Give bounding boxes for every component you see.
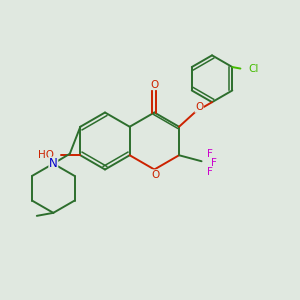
Text: HO: HO	[38, 150, 54, 160]
Text: Cl: Cl	[248, 64, 259, 74]
Text: N: N	[49, 157, 58, 170]
Text: F: F	[207, 149, 213, 159]
Text: O: O	[152, 170, 160, 180]
Text: O: O	[150, 80, 158, 90]
Text: F: F	[207, 167, 213, 177]
Text: F: F	[211, 158, 217, 168]
Text: O: O	[195, 102, 203, 112]
